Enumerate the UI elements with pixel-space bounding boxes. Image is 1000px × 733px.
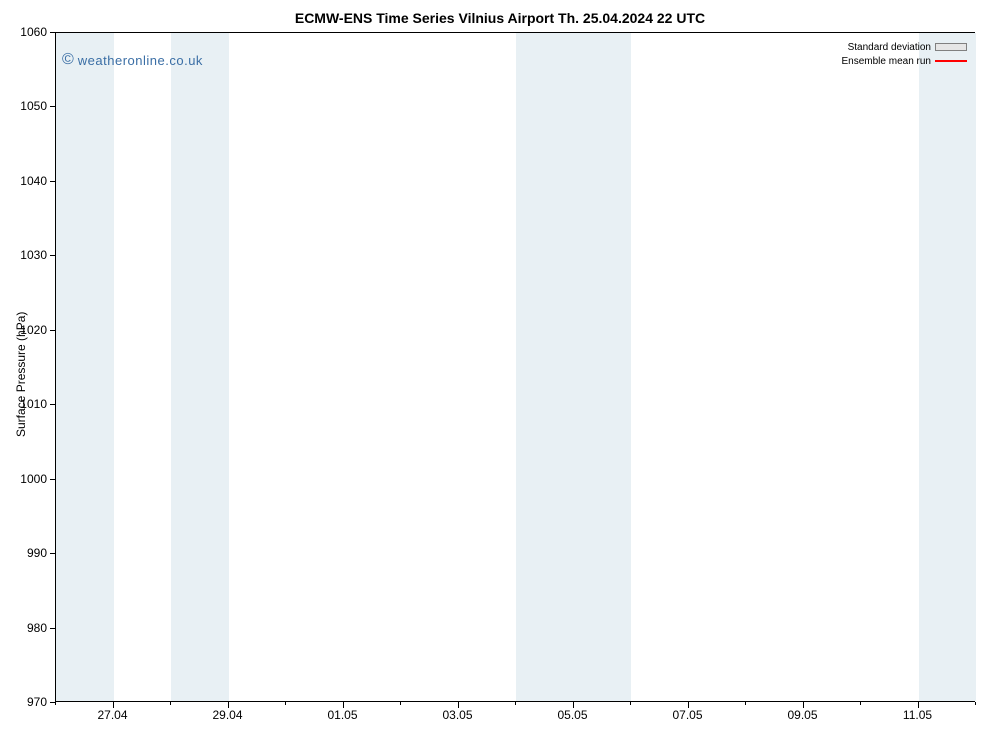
y-tick-label: 1040 (0, 174, 47, 188)
x-minor-tick (55, 702, 56, 705)
legend-swatch-stddev (935, 43, 967, 51)
x-tick-label: 09.05 (787, 708, 817, 722)
x-minor-tick (285, 702, 286, 705)
x-tick-label: 05.05 (557, 708, 587, 722)
y-tick-mark (50, 181, 55, 182)
x-minor-tick (343, 702, 344, 705)
x-minor-tick (458, 702, 459, 705)
weekend-band (56, 33, 114, 701)
x-tick-label: 01.05 (327, 708, 357, 722)
x-minor-tick (688, 702, 689, 705)
chart-container: ECMW-ENS Time Series Vilnius Airport Th.… (0, 0, 1000, 733)
x-minor-tick (745, 702, 746, 705)
legend-label: Ensemble mean run (842, 56, 932, 67)
chart-title: ECMW-ENS Time Series Vilnius Airport Th.… (0, 10, 1000, 26)
x-minor-tick (860, 702, 861, 705)
legend-item-mean: Ensemble mean run (842, 54, 968, 68)
y-tick-mark (50, 553, 55, 554)
y-tick-mark (50, 106, 55, 107)
x-minor-tick (803, 702, 804, 705)
legend-line-mean (935, 60, 967, 62)
y-tick-label: 1030 (0, 248, 47, 262)
y-tick-mark (50, 479, 55, 480)
legend: Standard deviation Ensemble mean run (840, 38, 970, 70)
plot-area: Standard deviation Ensemble mean run © w… (55, 32, 975, 702)
x-tick-label: 29.04 (212, 708, 242, 722)
y-tick-label: 1060 (0, 25, 47, 39)
weekend-band (171, 33, 229, 701)
x-tick-label: 11.05 (903, 708, 932, 722)
x-minor-tick (228, 702, 229, 705)
copyright-icon: © (62, 51, 74, 69)
x-minor-tick (515, 702, 516, 705)
x-minor-tick (918, 702, 919, 705)
weekend-band (516, 33, 631, 701)
y-tick-label: 1020 (0, 323, 47, 337)
x-minor-tick (170, 702, 171, 705)
x-minor-tick (573, 702, 574, 705)
y-tick-label: 990 (0, 546, 47, 560)
y-tick-mark (50, 330, 55, 331)
weekend-band (919, 33, 977, 701)
y-tick-mark (50, 404, 55, 405)
x-tick-label: 27.04 (97, 708, 127, 722)
attribution: © weatheronline.co.uk (62, 51, 203, 69)
x-minor-tick (400, 702, 401, 705)
x-minor-tick (113, 702, 114, 705)
y-tick-label: 1000 (0, 472, 47, 486)
x-minor-tick (975, 702, 976, 705)
x-tick-label: 07.05 (672, 708, 702, 722)
legend-item-stddev: Standard deviation (842, 40, 968, 54)
y-tick-label: 1010 (0, 397, 47, 411)
y-tick-mark (50, 628, 55, 629)
legend-label: Standard deviation (848, 42, 931, 53)
x-tick-label: 03.05 (442, 708, 472, 722)
y-tick-mark (50, 255, 55, 256)
y-tick-label: 1050 (0, 99, 47, 113)
attribution-text: weatheronline.co.uk (78, 53, 203, 68)
y-tick-mark (50, 32, 55, 33)
y-tick-label: 970 (0, 695, 47, 709)
y-tick-label: 980 (0, 621, 47, 635)
x-minor-tick (630, 702, 631, 705)
